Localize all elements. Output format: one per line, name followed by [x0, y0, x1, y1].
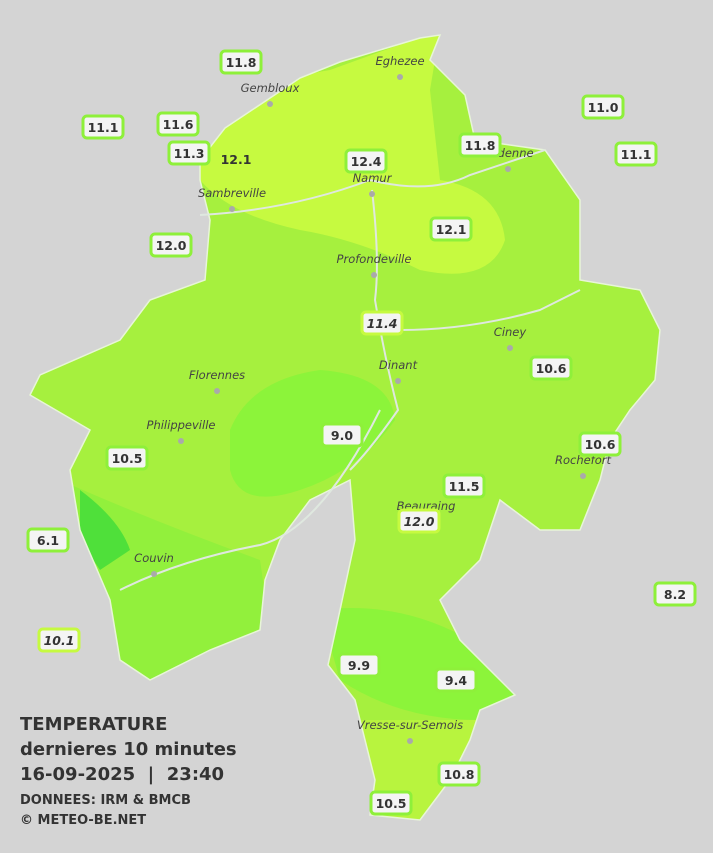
rivers — [119, 149, 581, 591]
station-box — [434, 667, 478, 693]
city-label: Philippeville — [147, 418, 216, 432]
station-box — [337, 652, 381, 678]
station-box — [458, 132, 502, 158]
city-label: Profondeville — [337, 252, 412, 266]
station-value: 11.3 — [174, 146, 205, 161]
city-label: Eghezee — [375, 54, 424, 68]
station-value: 10.5 — [112, 451, 143, 466]
station-value: 12.4 — [351, 154, 382, 169]
station-box — [429, 216, 473, 242]
station-value: 11.1 — [88, 120, 119, 135]
station-value: 6.1 — [37, 533, 59, 548]
station-value: 11.5 — [449, 479, 480, 494]
city-dot — [371, 272, 377, 278]
station-value: 12.0 — [156, 238, 187, 253]
city-dot — [397, 74, 403, 80]
station-value: 9.4 — [445, 673, 467, 688]
station-value: 11.1 — [621, 147, 652, 162]
city-label: Ciney — [494, 325, 527, 339]
station-box — [437, 761, 481, 787]
station-box — [105, 445, 149, 471]
station-value: 12.1 — [436, 222, 467, 237]
station-box — [397, 508, 441, 534]
station-value: 12.1 — [221, 152, 252, 167]
station-box — [581, 94, 625, 120]
station-value: 12.0 — [404, 514, 435, 529]
city-dot — [580, 473, 586, 479]
station-value: 9.0 — [331, 428, 353, 443]
station-box — [578, 431, 622, 457]
station-value: 11.0 — [588, 100, 619, 115]
city-label: Florennes — [189, 368, 245, 382]
city-label: Sambreville — [198, 186, 266, 200]
city-dot — [178, 438, 184, 444]
city-dot — [151, 571, 157, 577]
station-box — [81, 114, 125, 140]
station-box — [614, 141, 658, 167]
station-box — [167, 140, 211, 166]
city-dot — [407, 738, 413, 744]
station-value: 11.8 — [465, 138, 496, 153]
legend-subtitle: dernieres 10 minutes — [20, 739, 237, 760]
station-value: 8.2 — [664, 587, 686, 602]
city-dot — [395, 378, 401, 384]
station-value: 11.8 — [226, 55, 257, 70]
station-box — [442, 473, 486, 499]
station-value: 10.5 — [376, 796, 407, 811]
station-value: 10.1 — [44, 633, 75, 648]
city-dot — [507, 345, 513, 351]
legend-credit: © METEO-BE.NET — [20, 813, 146, 828]
legend-datetime: 16-09-2025 | 23:40 — [20, 764, 224, 785]
station-value: 9.9 — [348, 658, 370, 673]
city-label: Gembloux — [241, 81, 300, 95]
legend-source: DONNEES: IRM & BMCB — [20, 793, 191, 808]
station-box — [149, 232, 193, 258]
city-label: Dinant — [379, 358, 418, 372]
city-dot — [369, 191, 375, 197]
station-box — [360, 310, 404, 336]
station-box — [369, 790, 413, 816]
station-box — [529, 355, 573, 381]
legend-title: TEMPERATURE — [20, 714, 167, 735]
station-box — [344, 148, 388, 174]
station-value: 10.8 — [444, 767, 475, 782]
city-dot — [267, 101, 273, 107]
station-box — [320, 422, 364, 448]
station-box — [653, 581, 697, 607]
city-dot — [229, 206, 235, 212]
station-value: 11.6 — [163, 117, 194, 132]
city-label: Namur — [353, 171, 393, 185]
station-value: 11.4 — [367, 316, 398, 331]
station-box — [26, 527, 70, 553]
city-dot — [505, 166, 511, 172]
station-value: 10.6 — [536, 361, 567, 376]
station-box — [156, 111, 200, 137]
city-label: Couvin — [134, 551, 174, 565]
station-box — [219, 49, 263, 75]
station-box — [37, 627, 81, 653]
city-dot — [214, 388, 220, 394]
city-label: Vresse-sur-Semois — [357, 718, 463, 732]
station-value: 10.6 — [585, 437, 616, 452]
